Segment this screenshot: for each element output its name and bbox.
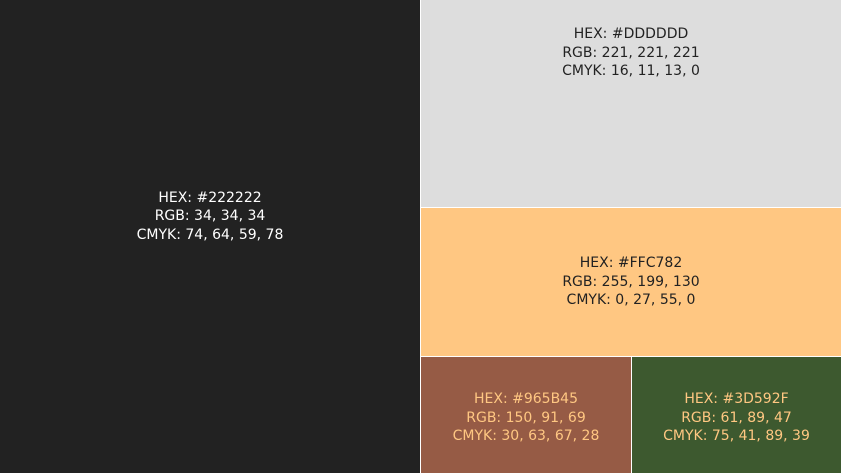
cmyk-value: CMYK: 75, 41, 89, 39: [663, 428, 810, 445]
cmyk-value: CMYK: 30, 63, 67, 28: [452, 428, 600, 445]
swatch-dddddd: HEX: #DDDDDD RGB: 221, 221, 221 CMYK: 16…: [421, 0, 841, 207]
swatch-222222: HEX: #222222 RGB: 34, 34, 34 CMYK: 74, 6…: [0, 0, 420, 473]
swatch-3d592f: HEX: #3D592F RGB: 61, 89, 47 CMYK: 75, 4…: [632, 357, 841, 473]
cmyk-value: CMYK: 74, 64, 59, 78: [136, 226, 284, 243]
cmyk-value: CMYK: 16, 11, 13, 0: [562, 63, 700, 79]
cmyk-value: CMYK: 0, 27, 55, 0: [566, 292, 696, 309]
rgb-value: RGB: 255, 199, 130: [562, 273, 700, 290]
rgb-value: RGB: 34, 34, 34: [154, 208, 266, 225]
rgb-value: RGB: 150, 91, 69: [466, 409, 586, 426]
hex-value: HEX: #222222: [158, 189, 262, 206]
swatch-ffc782: HEX: #FFC782 RGB: 255, 199, 130 CMYK: 0,…: [421, 208, 841, 356]
rgb-value: RGB: 61, 89, 47: [681, 409, 792, 426]
hex-value: HEX: #3D592F: [684, 391, 789, 408]
hex-value: HEX: #965B45: [473, 391, 578, 408]
rgb-value: RGB: 221, 221, 221: [562, 44, 700, 61]
hex-value: HEX: #FFC782: [579, 255, 683, 272]
swatch-965b45: HEX: #965B45 RGB: 150, 91, 69 CMYK: 30, …: [421, 357, 631, 473]
hex-value: HEX: #DDDDDD: [573, 26, 689, 42]
